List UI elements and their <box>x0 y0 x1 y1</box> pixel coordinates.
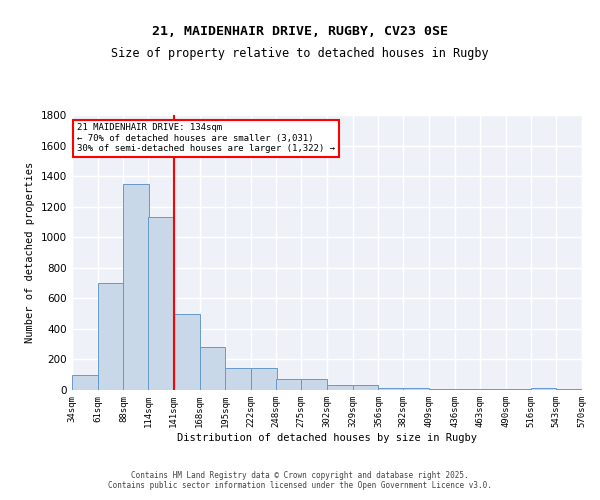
Bar <box>98 283 124 390</box>
X-axis label: Distribution of detached houses by size in Rugby: Distribution of detached houses by size … <box>177 432 477 442</box>
Text: 21 MAIDENHAIR DRIVE: 134sqm
← 70% of detached houses are smaller (3,031)
30% of : 21 MAIDENHAIR DRIVE: 134sqm ← 70% of det… <box>77 123 335 153</box>
Bar <box>251 368 277 390</box>
Bar <box>148 218 174 390</box>
Bar <box>174 314 199 390</box>
Y-axis label: Number of detached properties: Number of detached properties <box>25 162 35 343</box>
Bar <box>301 378 327 390</box>
Bar <box>455 389 480 390</box>
Bar <box>353 386 379 390</box>
Bar <box>429 389 455 390</box>
Bar <box>379 388 404 390</box>
Bar <box>327 384 353 390</box>
Bar <box>124 184 149 390</box>
Bar <box>480 389 506 390</box>
Bar <box>556 389 582 390</box>
Bar <box>225 368 251 390</box>
Bar <box>403 388 429 390</box>
Text: 21, MAIDENHAIR DRIVE, RUGBY, CV23 0SE: 21, MAIDENHAIR DRIVE, RUGBY, CV23 0SE <box>152 25 448 38</box>
Text: Contains HM Land Registry data © Crown copyright and database right 2025.
Contai: Contains HM Land Registry data © Crown c… <box>108 470 492 490</box>
Bar <box>275 378 301 390</box>
Bar <box>72 374 98 390</box>
Bar <box>506 389 532 390</box>
Text: Size of property relative to detached houses in Rugby: Size of property relative to detached ho… <box>111 48 489 60</box>
Bar <box>530 388 556 390</box>
Bar <box>199 347 225 390</box>
